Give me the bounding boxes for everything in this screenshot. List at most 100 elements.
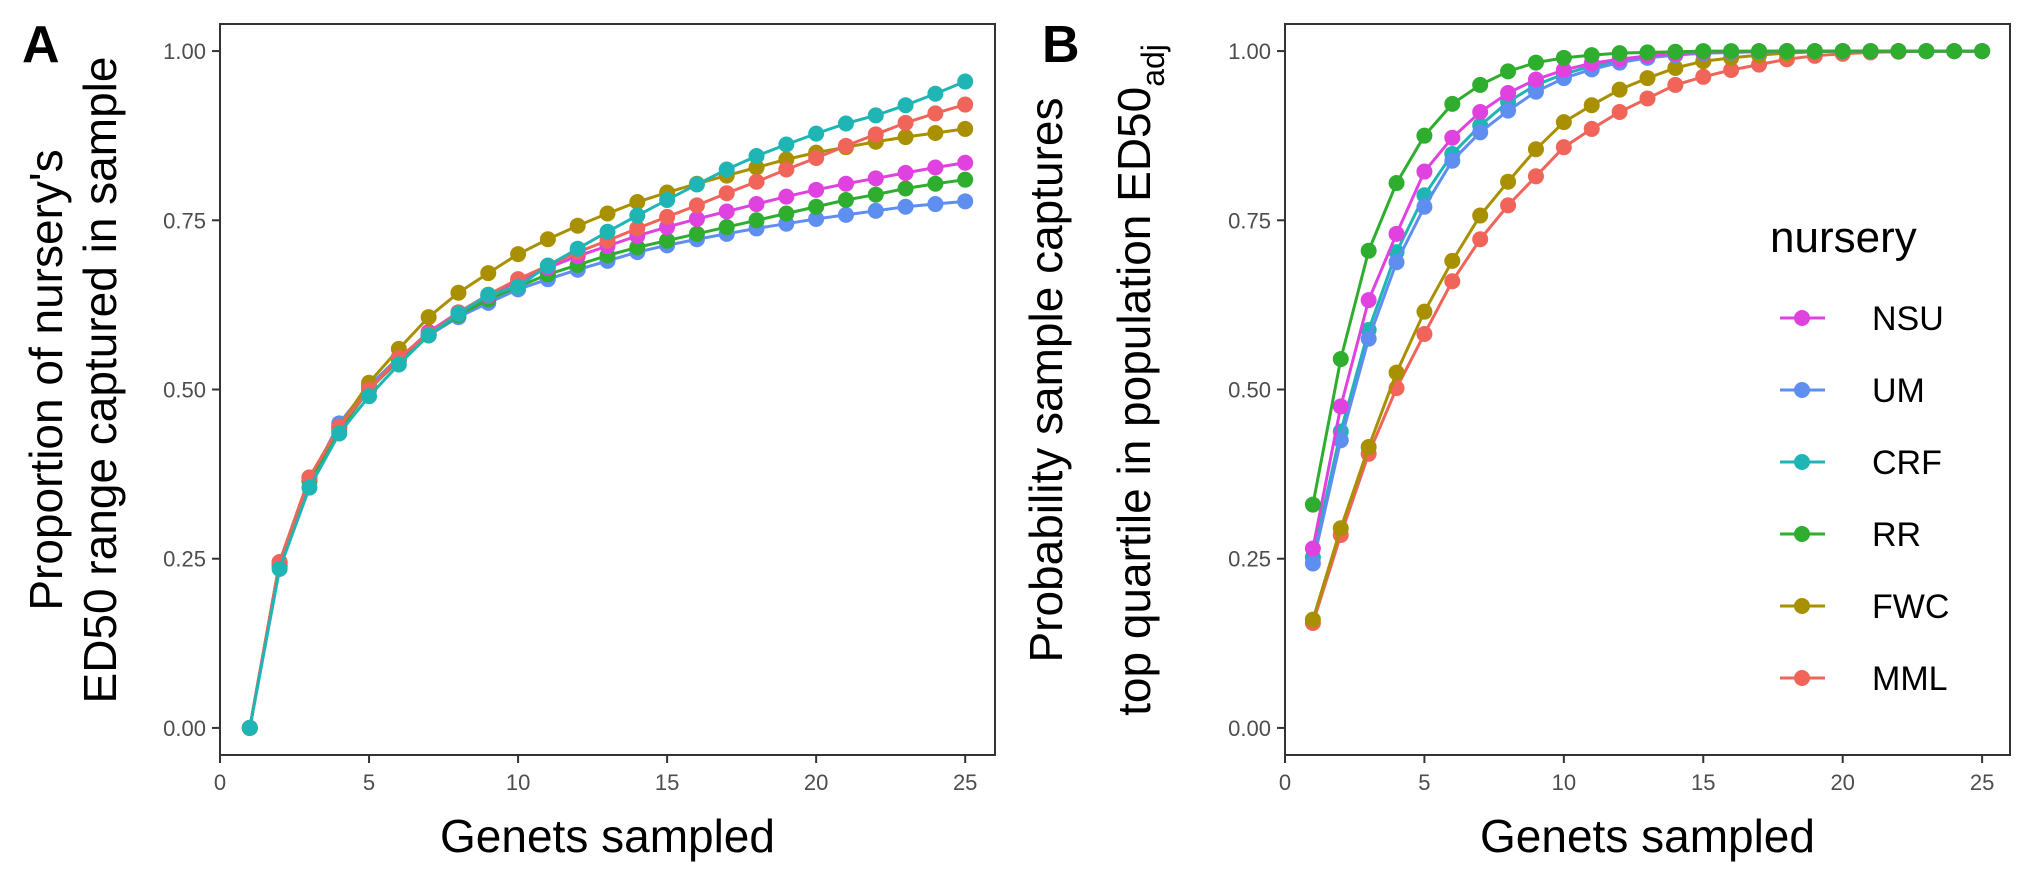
data-point-um bbox=[1416, 198, 1433, 215]
legend-label: NSU bbox=[1872, 300, 1944, 338]
data-point-nsu bbox=[1388, 225, 1405, 242]
data-point-fwc bbox=[1304, 611, 1321, 628]
legend-label: FWC bbox=[1872, 588, 1949, 626]
panel-a: 0 5 10 15 20 25 0.00 0.25 0.50 0.75 1.00 Genets sam… bbox=[20, 16, 996, 862]
data-point-fwc bbox=[1639, 70, 1656, 87]
data-point-nsu bbox=[837, 175, 854, 192]
data-point-rr bbox=[1472, 76, 1489, 93]
data-point-crf bbox=[778, 136, 795, 153]
data-point-rr bbox=[1583, 47, 1600, 64]
data-point-nsu bbox=[1416, 163, 1433, 180]
data-point-rr bbox=[1416, 127, 1433, 144]
x-tick-label: 10 bbox=[1552, 770, 1576, 795]
data-point-nsu bbox=[867, 170, 884, 187]
data-point-mml bbox=[1723, 62, 1740, 79]
data-point-rr bbox=[1751, 43, 1768, 60]
data-point-fwc bbox=[897, 129, 914, 146]
data-point-crf bbox=[867, 107, 884, 124]
data-point-um bbox=[1332, 432, 1349, 449]
legend-key-point bbox=[1794, 310, 1810, 326]
legend-key-point bbox=[1794, 454, 1810, 470]
x-axis-title: Genets sampled bbox=[1480, 810, 1815, 862]
legend-label: RR bbox=[1872, 516, 1921, 554]
data-point-um bbox=[837, 206, 854, 223]
data-point-rr bbox=[1332, 351, 1349, 368]
data-point-rr bbox=[1304, 496, 1321, 513]
data-point-fwc bbox=[599, 205, 616, 222]
data-point-mml bbox=[1527, 168, 1544, 185]
data-point-crf bbox=[480, 286, 497, 303]
data-point-rr bbox=[688, 225, 705, 242]
data-point-rr bbox=[927, 175, 944, 192]
data-point-rr bbox=[1834, 43, 1851, 60]
y-axis-title-subscript: adj bbox=[1135, 44, 1171, 87]
data-point-crf bbox=[957, 73, 974, 90]
legend: nursery NSU UM CRF RR FWC MML bbox=[1770, 213, 1949, 698]
x-tick-label: 25 bbox=[953, 770, 977, 795]
data-point-crf bbox=[569, 240, 586, 257]
data-point-crf bbox=[808, 125, 825, 142]
data-point-um bbox=[1304, 555, 1321, 572]
series-rr bbox=[1304, 43, 1991, 513]
data-point-fwc bbox=[510, 246, 527, 263]
data-point-fwc bbox=[480, 265, 497, 282]
data-point-crf bbox=[271, 560, 288, 577]
data-point-fwc bbox=[1472, 207, 1489, 224]
data-point-fwc bbox=[569, 217, 586, 234]
panel-tag: A bbox=[22, 16, 60, 74]
data-point-crf bbox=[927, 85, 944, 102]
data-point-nsu bbox=[957, 154, 974, 171]
panel-tag: B bbox=[1042, 16, 1080, 74]
y-tick-label: 0.50 bbox=[163, 378, 206, 403]
data-point-nsu bbox=[688, 210, 705, 227]
data-point-nsu bbox=[927, 159, 944, 176]
data-point-nsu bbox=[808, 181, 825, 198]
legend-label: UM bbox=[1872, 372, 1925, 410]
data-point-rr bbox=[748, 212, 765, 229]
legend-title: nursery bbox=[1770, 213, 1917, 262]
data-point-nsu bbox=[1360, 292, 1377, 309]
data-point-fwc bbox=[539, 231, 556, 248]
data-point-um bbox=[1500, 102, 1517, 119]
y-axis-title-line2: ED50 range captured in sample bbox=[74, 57, 126, 704]
data-point-rr bbox=[718, 219, 735, 236]
data-point-mml bbox=[1667, 76, 1684, 93]
y-tick-label: 1.00 bbox=[1228, 39, 1271, 64]
y-tick-label: 0.00 bbox=[163, 716, 206, 741]
data-point-rr bbox=[1974, 43, 1991, 60]
data-point-rr bbox=[867, 186, 884, 203]
data-point-rr bbox=[1500, 63, 1517, 80]
data-point-crf bbox=[361, 388, 378, 405]
data-point-crf bbox=[599, 223, 616, 240]
data-point-nsu bbox=[1304, 540, 1321, 557]
data-point-um bbox=[1388, 254, 1405, 271]
data-point-nsu bbox=[778, 188, 795, 205]
data-point-mml bbox=[1583, 120, 1600, 137]
data-point-nsu bbox=[1500, 85, 1517, 102]
data-point-mml bbox=[867, 126, 884, 143]
data-point-rr bbox=[1890, 43, 1907, 60]
data-point-um bbox=[957, 193, 974, 210]
data-point-rr bbox=[1806, 43, 1823, 60]
y-axis-title-line1: Probability sample captures bbox=[1020, 97, 1072, 662]
data-point-crf bbox=[390, 356, 407, 373]
data-point-fwc bbox=[1332, 520, 1349, 537]
panel-b: 0 5 10 15 20 25 0.00 0.25 0.50 0.75 1.00 Genets sam… bbox=[1020, 16, 2011, 862]
data-point-rr bbox=[1946, 43, 1963, 60]
data-point-mml bbox=[748, 173, 765, 190]
y-axis-title-line2: top quartile in population ED50adj bbox=[1108, 44, 1171, 716]
data-point-mml bbox=[629, 220, 646, 237]
y-tick-label: 0.00 bbox=[1228, 716, 1271, 741]
data-point-rr bbox=[1388, 175, 1405, 192]
data-point-rr bbox=[1360, 242, 1377, 259]
data-point-um bbox=[1472, 124, 1489, 141]
data-point-fwc bbox=[1500, 173, 1517, 190]
data-point-um bbox=[927, 196, 944, 213]
data-point-rr bbox=[1667, 43, 1684, 60]
data-point-mml bbox=[1695, 68, 1712, 85]
data-point-rr bbox=[1695, 43, 1712, 60]
data-point-fwc bbox=[1388, 364, 1405, 381]
series-group bbox=[241, 73, 974, 736]
data-point-mml bbox=[1416, 325, 1433, 342]
data-point-crf bbox=[241, 719, 258, 736]
